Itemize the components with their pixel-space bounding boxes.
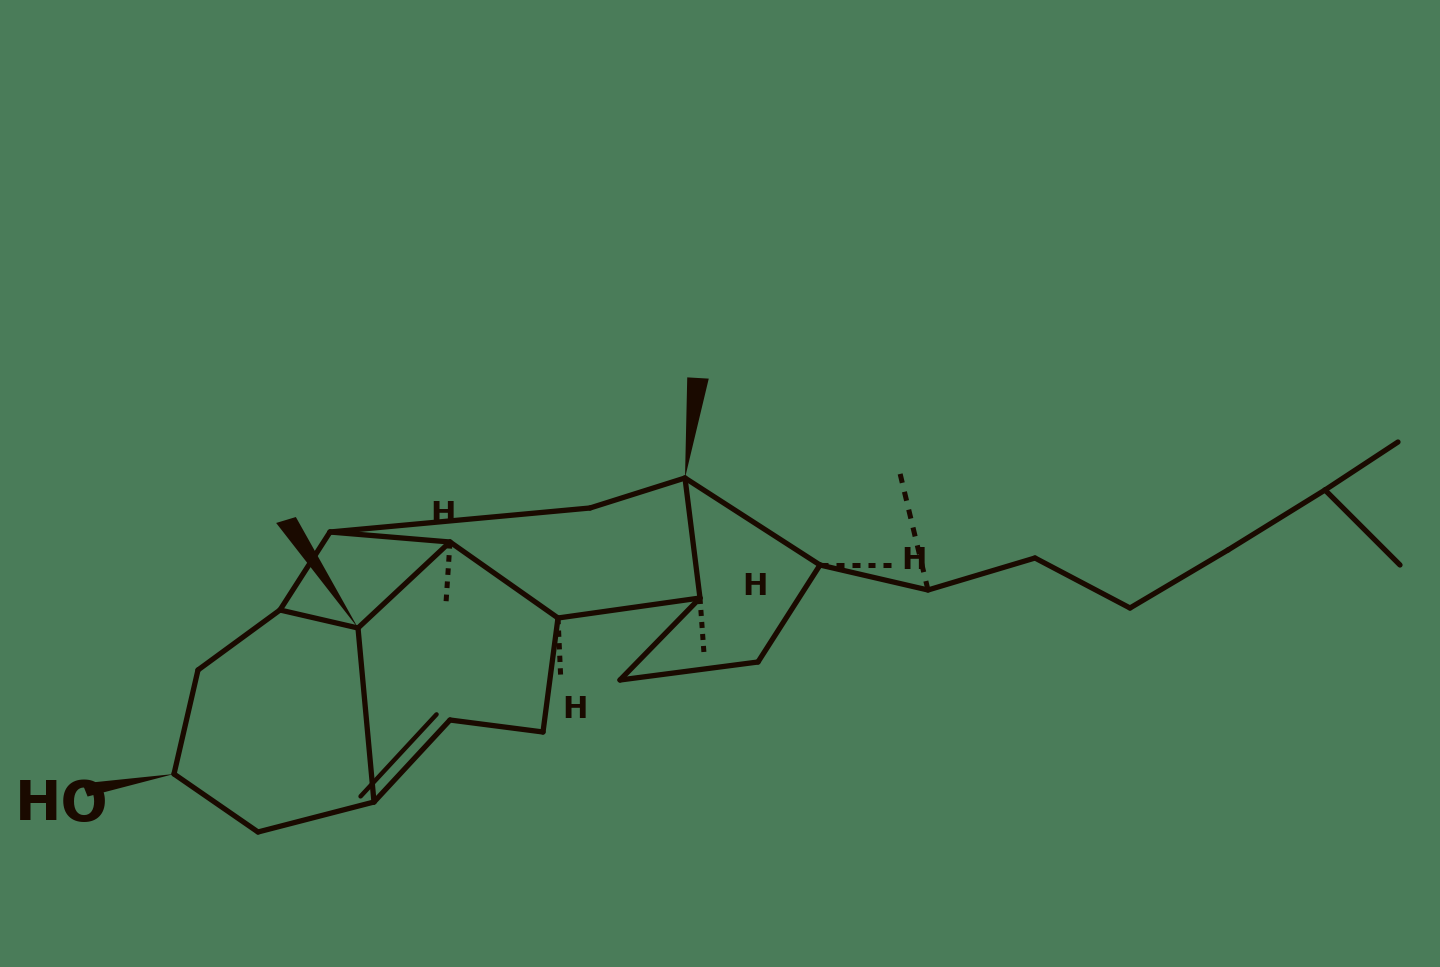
Polygon shape xyxy=(685,377,708,478)
Text: HO: HO xyxy=(16,778,109,832)
Polygon shape xyxy=(276,517,359,628)
Text: H: H xyxy=(563,695,588,724)
Text: H: H xyxy=(901,545,926,574)
Polygon shape xyxy=(82,774,174,797)
Text: H: H xyxy=(742,571,768,601)
Text: H: H xyxy=(431,501,455,529)
